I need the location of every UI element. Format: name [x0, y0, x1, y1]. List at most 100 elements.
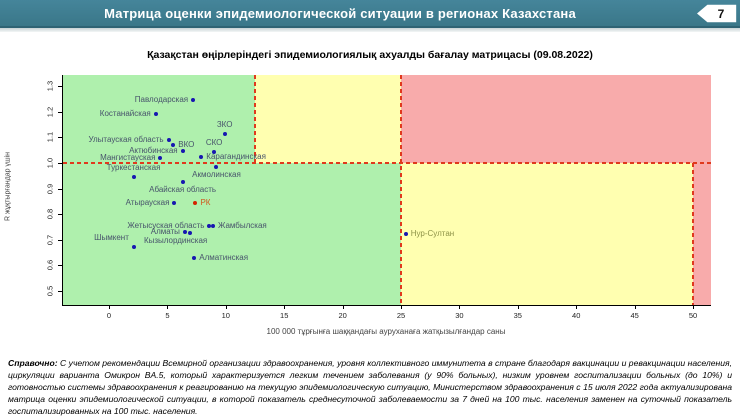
data-point [212, 150, 217, 155]
data-point-label: Абайская область [149, 184, 217, 194]
zone-red-bottom [693, 163, 711, 305]
data-point-label: Карагандинская [206, 152, 266, 162]
x-tick [109, 305, 111, 309]
zone-yellow-top [255, 75, 401, 163]
y-tick [58, 111, 62, 113]
data-point [207, 223, 212, 228]
y-tick [58, 137, 62, 139]
data-point [171, 142, 176, 147]
data-point-label: СКО [205, 138, 223, 148]
x-axis-label: 100 000 тұрғынға шаққандағы ауруханаға ж… [266, 327, 506, 336]
data-point-label: Нур-Султан [410, 228, 455, 238]
zone-green-top [63, 75, 256, 163]
page-number: 7 [717, 6, 725, 21]
r-threshold-line [63, 162, 711, 164]
data-point [222, 131, 227, 136]
x-tick [167, 305, 169, 309]
data-point [158, 155, 163, 160]
plot-area: 0 5 10 15 20 25 30 35 40 45 50 0.5 0.6 0.7 0.8 0.9 1.0 1.… [46, 75, 711, 320]
data-point-label: Павлодарская [134, 95, 189, 105]
y-tick-label: 1.1 [45, 132, 55, 143]
data-point-label: ВКО [178, 139, 195, 149]
threshold-line-25 [400, 75, 403, 305]
data-point [199, 155, 204, 160]
data-point [131, 244, 136, 249]
data-point-label: Мангистауская [100, 152, 156, 162]
zone-yellow-bottom [401, 163, 693, 305]
x-tick-label: 0 [106, 311, 112, 320]
y-tick-label: 0.5 [45, 285, 55, 297]
y-tick-label: 0.6 [45, 260, 55, 271]
footnote-text: С учетом рекомендации Всемирной организа… [8, 357, 733, 417]
data-point [172, 200, 177, 205]
data-point [182, 229, 187, 234]
header-divider [0, 28, 740, 32]
x-tick-label: 45 [630, 311, 639, 320]
y-tick-label: 0.7 [45, 234, 55, 245]
data-point-label: РК [200, 197, 211, 207]
x-tick-label: 20 [338, 311, 347, 320]
x-tick [284, 305, 286, 309]
data-point [192, 255, 197, 260]
chart-title: Қазақстан өңірлеріндегі эпидемиологиялық… [147, 49, 593, 61]
data-point-label: Атырауская [125, 197, 170, 207]
data-point [403, 231, 408, 236]
data-point-label: Улытауская область [88, 135, 164, 145]
data-point [191, 98, 196, 103]
x-tick-label: 25 [396, 311, 406, 320]
x-tick-label: 30 [455, 311, 464, 320]
x-tick [693, 305, 694, 309]
y-tick-label: 1.0 [45, 157, 55, 169]
data-point [131, 175, 136, 180]
y-tick [58, 290, 62, 292]
data-point-label: Алматинская [199, 252, 249, 262]
footnote-label: Справочно: [8, 357, 58, 368]
data-point-label: Актюбинская [129, 146, 178, 156]
x-tick [634, 305, 636, 309]
x-tick [459, 305, 461, 309]
x-tick [517, 305, 519, 309]
x-tick [401, 305, 403, 309]
data-point [210, 224, 215, 229]
x-tick [576, 305, 578, 309]
data-point-label: Кызылординская [143, 235, 208, 245]
page-number-badge: 7 [697, 4, 737, 23]
y-tick-label: 1.2 [45, 106, 55, 118]
header-title: Матрица оценки эпидемиологической ситуац… [104, 5, 576, 21]
footnote: Справочно: С учетом рекомендации Всемирн… [8, 357, 732, 418]
y-tick-label: 1.3 [45, 81, 55, 92]
y-tick [58, 265, 62, 267]
x-tick-label: 10 [221, 311, 230, 320]
threshold-line-50 [692, 163, 694, 305]
data-point-label: Шымкент [94, 232, 129, 242]
y-tick-label: 0.8 [45, 208, 55, 220]
x-tick-label: 35 [513, 311, 522, 320]
data-point-label: Жамбылская [217, 221, 267, 231]
y-tick-label: 0.9 [45, 183, 55, 194]
zone-red-top [401, 75, 711, 163]
data-point [214, 165, 219, 170]
x-tick-label: 40 [572, 311, 581, 320]
x-tick [342, 305, 344, 309]
data-point-label: Жетысуская область [127, 220, 205, 230]
data-point-label: Костанайская [99, 109, 151, 119]
y-axis-label: R жұқтырғандар үшін [4, 151, 12, 222]
data-point-label: Алматы [150, 226, 180, 236]
x-tick [225, 305, 227, 309]
data-point [193, 200, 198, 205]
y-tick [58, 86, 62, 88]
y-tick [58, 214, 62, 216]
header-bar: Матрица оценки эпидемиологической ситуац… [0, 0, 740, 28]
data-point-label: Акмолинская [192, 170, 241, 180]
data-point-label: ЗКО [216, 119, 233, 129]
x-tick-label: 5 [165, 311, 170, 320]
data-point [180, 149, 185, 154]
x-tick-label: 50 [688, 311, 698, 320]
zone-green-bottom [63, 163, 402, 305]
x-tick-label: 15 [280, 311, 289, 320]
data-point [153, 112, 158, 117]
data-point [166, 138, 171, 143]
data-point-label: Туркестанская [106, 163, 161, 173]
data-point [180, 179, 185, 184]
y-tick [58, 239, 62, 241]
